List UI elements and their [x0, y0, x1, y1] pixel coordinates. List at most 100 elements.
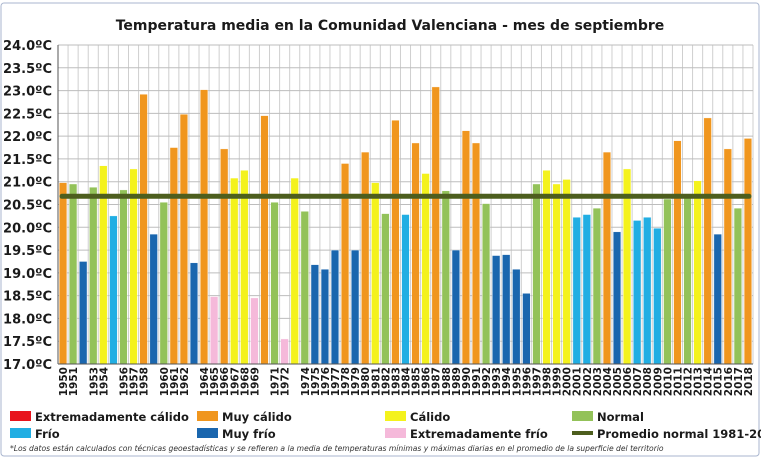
- bar-1978: [341, 163, 350, 365]
- x-tick-label: 2009: [652, 367, 664, 396]
- bar-2007: [633, 220, 642, 365]
- bar-1993: [492, 255, 501, 365]
- legend-label-promedio: Promedio normal 1981-2010: [597, 427, 761, 441]
- bar-1994: [502, 254, 511, 365]
- x-tick-label: 1989: [451, 367, 463, 396]
- legend-label-normal: Normal: [597, 410, 644, 424]
- y-tick-label: 20.5ºC: [3, 199, 52, 214]
- bar-1955: [109, 215, 118, 365]
- bar-1980: [361, 151, 370, 365]
- x-tick-label: 1950: [58, 367, 70, 396]
- bar-1999: [552, 183, 561, 365]
- x-tick-label: 1962: [179, 367, 191, 396]
- x-tick-label: 2008: [642, 367, 654, 396]
- x-tick-label: 1967: [229, 367, 241, 396]
- x-tick-label: 1969: [249, 367, 261, 396]
- x-tick-label: 1981: [370, 367, 382, 396]
- x-tick-label: 1983: [390, 367, 402, 396]
- legend-label-calido: Cálido: [410, 410, 450, 424]
- bar-1986: [421, 173, 430, 365]
- bar-1977: [330, 249, 340, 365]
- x-tick-label: 1984: [401, 367, 413, 396]
- legend: Extremadamente cálido Muy cálido Cálido Nor…: [10, 410, 761, 441]
- bar-2010: [663, 198, 672, 365]
- bar-1988: [441, 190, 450, 365]
- bar-1996: [522, 293, 531, 365]
- legend-swatch-muy_calido: [197, 411, 218, 421]
- bar-1985: [411, 142, 420, 365]
- y-tick-label: 21.5ºC: [3, 153, 52, 168]
- bar-2008: [643, 217, 652, 365]
- x-tick-label: 1968: [239, 367, 251, 396]
- x-tick-label: 1957: [129, 367, 141, 396]
- x-tick-label: 1961: [169, 367, 181, 396]
- legend-swatch-extremadamente_frio: [385, 428, 406, 438]
- x-tick-label: 2016: [723, 367, 735, 396]
- x-tick-label: 2000: [562, 367, 574, 396]
- x-tick-label: 1953: [88, 367, 100, 396]
- legend-label-muy_frio: Muy frío: [222, 427, 276, 441]
- bar-1975: [310, 264, 319, 365]
- x-tick-label: 2004: [602, 367, 614, 396]
- x-tick-label: 2018: [743, 367, 755, 396]
- bar-2001: [572, 217, 581, 365]
- bar-1959: [149, 233, 158, 365]
- x-tick-label: 1960: [159, 367, 171, 396]
- bar-1991: [471, 142, 481, 365]
- x-tick-label: 2013: [693, 367, 705, 396]
- legend-label-extremadamente_calido: Extremadamente cálido: [35, 410, 189, 424]
- bar-2009: [653, 227, 662, 365]
- bar-2016: [723, 148, 732, 365]
- bar-1998: [542, 170, 551, 365]
- bar-1962: [179, 114, 188, 365]
- bar-2014: [703, 117, 712, 365]
- y-tick-label: 17.0ºC: [3, 358, 52, 373]
- x-tick-label: 1974: [300, 367, 312, 396]
- y-tick-label: 18.0ºC: [3, 312, 52, 327]
- bar-1982: [381, 213, 390, 365]
- y-tick-label: 23.0ºC: [3, 85, 52, 100]
- x-tick-label: 1971: [270, 367, 282, 396]
- bar-1987: [431, 86, 440, 365]
- x-tick-label: 1964: [199, 367, 211, 396]
- bar-1973: [290, 177, 299, 365]
- bar-1971: [270, 202, 279, 365]
- bar-2017: [733, 207, 742, 365]
- bar-2005: [612, 231, 622, 365]
- bar-1984: [401, 214, 410, 365]
- y-tick-label: 22.0ºC: [3, 130, 52, 145]
- x-tick-label: 1991: [471, 367, 483, 396]
- legend-label-extremadamente_frio: Extremadamente frío: [410, 427, 548, 441]
- x-tick-label: 1980: [360, 367, 372, 396]
- bar-2002: [582, 214, 591, 365]
- x-tick-label: 1956: [118, 367, 130, 396]
- x-tick-label: 1977: [330, 367, 342, 396]
- x-tick-label: 2012: [683, 367, 695, 396]
- bar-1950: [59, 182, 68, 365]
- bar-1979: [351, 249, 360, 365]
- y-tick-label: 21.0ºC: [3, 176, 52, 191]
- x-tick-label: 1966: [219, 367, 231, 396]
- bar-1966: [220, 148, 229, 365]
- bar-2015: [713, 233, 722, 365]
- axes: [57, 45, 753, 365]
- x-tick-label: 1965: [209, 367, 221, 396]
- legend-swatch-muy_frio: [197, 428, 218, 438]
- y-tick-label: 23.5ºC: [3, 62, 52, 77]
- x-tick-label: 1978: [340, 367, 352, 396]
- bar-2011: [673, 140, 682, 365]
- legend-swatch-extremadamente_calido: [10, 411, 31, 421]
- legend-swatch-normal: [572, 411, 593, 421]
- bar-1960: [159, 202, 168, 365]
- x-tick-label: 2011: [672, 367, 684, 396]
- x-tick-label: 2006: [622, 367, 634, 396]
- bar-1992: [482, 203, 491, 365]
- x-tick-label: 2003: [592, 367, 604, 396]
- bar-1963: [189, 262, 199, 365]
- x-tick-label: 1999: [552, 367, 564, 396]
- legend-swatch-frio: [10, 428, 31, 438]
- bar-1965: [210, 296, 219, 365]
- y-tick-label: 19.5ºC: [3, 244, 52, 259]
